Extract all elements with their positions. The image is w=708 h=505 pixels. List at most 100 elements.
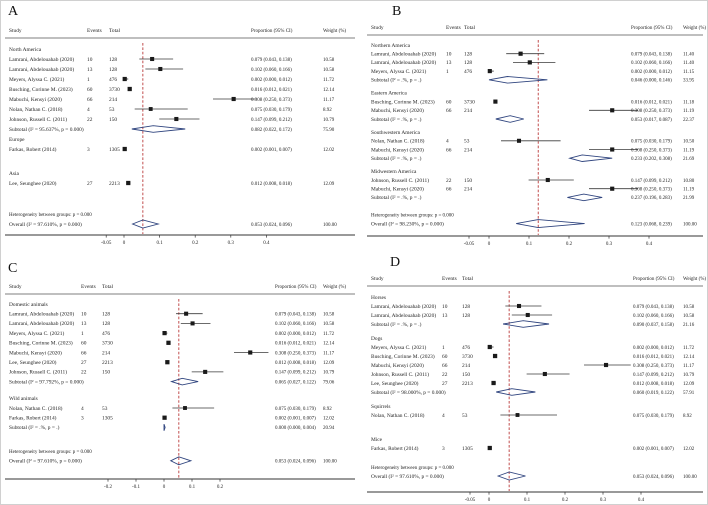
point-marker xyxy=(248,350,253,355)
forest-plot-c: Study Events Total Proportion (95% CI) Weigh… xyxy=(5,284,355,490)
column-header-total: Total xyxy=(462,276,474,282)
events-text: 13 xyxy=(442,313,448,319)
study-name-text: Nolan, Nathan C. (2018) xyxy=(9,106,63,113)
overall-label: Overall (I² = 97.610%, p = 0.000) xyxy=(9,221,82,228)
subgroup-label: Northern America xyxy=(371,43,411,49)
total-text: 214 xyxy=(464,147,472,153)
weight-text: 11.18 xyxy=(683,100,695,105)
events-text: 66 xyxy=(446,187,452,193)
proportion-text: 0.002 (0.000, 0.012) xyxy=(631,70,672,75)
weight-text: 10.79 xyxy=(323,118,335,123)
weight-text: 11.19 xyxy=(683,109,695,114)
events-text: 66 xyxy=(446,147,452,153)
point-marker xyxy=(610,147,615,152)
proportion-text: 0.002 (0.000, 0.012) xyxy=(251,78,292,83)
proportion-text: 0.102 (0.060, 0.166) xyxy=(633,314,674,319)
subgroup-label: Dogs xyxy=(371,336,382,342)
total-text: 1305 xyxy=(102,416,113,422)
total-text: 3730 xyxy=(462,354,473,360)
weight-text: 12.14 xyxy=(683,355,695,360)
events-text: 60 xyxy=(446,99,452,105)
total-text: 128 xyxy=(109,57,117,63)
column-header-weight: Weight (%) xyxy=(683,277,706,282)
weight-text: 21.99 xyxy=(683,196,695,201)
events-text: 27 xyxy=(442,381,448,387)
study-name-text: Lamrani, Abdelouahab (2020) xyxy=(371,51,436,58)
proportion-text: 0.102 (0.060, 0.166) xyxy=(631,61,672,66)
column-header-proportion: Proportion (95% CI) xyxy=(633,277,675,282)
subgroup-label: North America xyxy=(9,47,42,53)
proportion-text: 0.053 (0.024, 0.096) xyxy=(251,223,292,228)
proportion-text: 0.046 (0.000, 0.146) xyxy=(631,79,672,84)
overall-label: Overall (I² = 97.610%, p = 0.000) xyxy=(9,458,82,465)
proportion-text: 0.002 (0.001, 0.007) xyxy=(251,148,292,153)
total-text: 476 xyxy=(109,77,117,83)
events-text: 27 xyxy=(87,181,93,187)
weight-text: 21.16 xyxy=(683,323,695,328)
proportion-text: 0.012 (0.008, 0.018) xyxy=(633,382,674,387)
axis-tick-label: -0.05 xyxy=(464,242,475,247)
subtotal-label: Subtotal (I² = 95.637%, p = 0.000) xyxy=(9,126,84,133)
proportion-text: 0.053 (0.017, 0.087) xyxy=(631,118,672,123)
heterogeneity-note: Heterogeneity between groups: p = 0.000 xyxy=(371,466,454,471)
point-marker xyxy=(203,369,208,374)
subgroup-label: Southwestern America xyxy=(371,130,421,136)
subgroup-label: Midwestern America xyxy=(371,169,417,175)
point-marker xyxy=(174,116,179,122)
subtotal-diamond xyxy=(567,193,603,202)
weight-text: 8.92 xyxy=(323,407,332,412)
proportion-text: 0.237 (0.196, 0.283) xyxy=(631,196,672,201)
total-text: 150 xyxy=(109,117,117,123)
proportion-text: 0.102 (0.060, 0.166) xyxy=(275,322,316,327)
proportion-text: 0.147 (0.099, 0.212) xyxy=(633,373,674,378)
events-text: 60 xyxy=(81,341,87,347)
subgroup-label: Mice xyxy=(371,437,383,443)
study-name-text: Mabuchi, Kensyi (2020) xyxy=(371,146,424,153)
proportion-text: 0.308 (0.250, 0.373) xyxy=(631,109,672,114)
weight-text: 10.58 xyxy=(683,314,695,319)
weight-text: 12.02 xyxy=(323,148,335,153)
total-text: 476 xyxy=(102,331,110,337)
overall-label: Overall (I² = 98.230%, p = 0.000) xyxy=(371,220,444,227)
column-header-weight: Weight (%) xyxy=(323,29,346,34)
weight-text: 10.58 xyxy=(323,58,335,63)
panel-c-letter: C xyxy=(8,261,18,276)
subgroup-label: Wild animals xyxy=(9,396,38,402)
total-text: 476 xyxy=(462,345,470,351)
axis-tick-label: 0.4 xyxy=(638,498,645,503)
point-marker xyxy=(487,69,492,74)
proportion-text: 0.308 (0.250, 0.373) xyxy=(633,364,674,369)
overall-label: Overall (I² = 97.610%, p = 0.000) xyxy=(371,473,444,480)
subtotal-label: Subtotal (I² = .%, p = .) xyxy=(371,155,422,162)
study-name-text: Busching, Corinne M. (2023) xyxy=(371,353,435,360)
point-marker xyxy=(610,186,615,191)
total-text: 128 xyxy=(462,313,470,319)
column-header-proportion: Proportion (95% CI) xyxy=(631,26,673,31)
study-name-text: Busching, Corinne M. (2023) xyxy=(9,86,73,93)
subtotal-label: Subtotal (I² = .%, p = .) xyxy=(371,194,422,201)
study-name-text: Lamrani, Abdelouahab (2020) xyxy=(9,311,74,318)
study-name-text: Johnson, Russell C. (2011) xyxy=(371,371,429,378)
weight-text: 11.19 xyxy=(683,148,695,153)
weight-text: 100.00 xyxy=(323,223,337,228)
total-text: 128 xyxy=(464,60,472,66)
weight-text: 11.72 xyxy=(683,346,695,351)
point-marker xyxy=(493,99,498,104)
overall-diamond xyxy=(131,219,160,229)
axis-tick-label: 0.2 xyxy=(217,485,224,490)
proportion-text: 0.002 (0.001, 0.007) xyxy=(275,417,316,422)
total-text: 128 xyxy=(102,321,110,327)
point-marker xyxy=(516,138,522,143)
point-marker xyxy=(231,96,236,102)
total-text: 2213 xyxy=(462,381,473,387)
events-text: 13 xyxy=(81,321,87,327)
column-header-total: Total xyxy=(102,284,114,290)
point-marker xyxy=(162,330,167,336)
weight-text: 10.79 xyxy=(683,373,695,378)
forest-plot-d: Study Events Total Proportion (95% CI) Weigh… xyxy=(367,276,706,503)
weight-text: 11.17 xyxy=(323,351,335,356)
weight-text: 20.94 xyxy=(323,426,335,431)
events-text: 4 xyxy=(442,413,445,419)
total-text: 150 xyxy=(464,178,472,184)
